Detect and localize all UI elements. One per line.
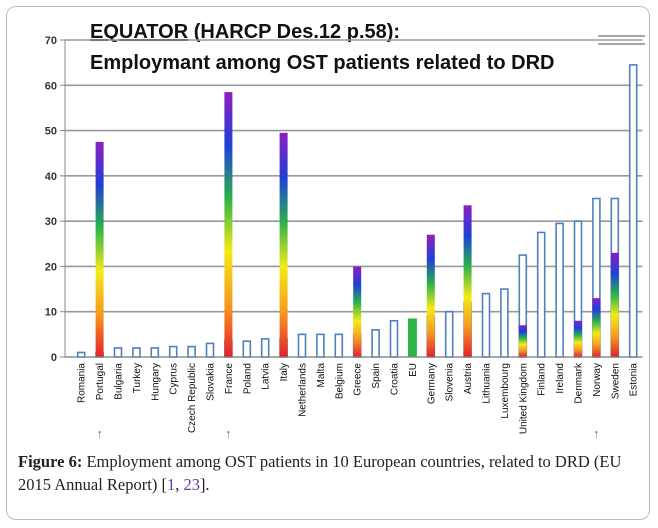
annotation: ↑ xyxy=(96,426,103,440)
x-tick-label: Italy xyxy=(279,363,290,381)
x-tick-label: United Kingdom xyxy=(518,363,529,434)
x-tick-label: Netherlands xyxy=(298,363,309,417)
bar xyxy=(592,298,601,357)
bar xyxy=(297,333,307,358)
bar xyxy=(536,231,546,358)
y-tick-label: 0 xyxy=(51,352,57,364)
bar xyxy=(353,266,362,357)
x-tick-label: Bulgaria xyxy=(114,363,125,400)
bar xyxy=(260,338,270,358)
x-tick-label: Denmark xyxy=(574,362,585,404)
caption-end: ]. xyxy=(199,475,210,494)
x-tick-label: Finland xyxy=(537,363,548,396)
y-tick-label: 60 xyxy=(45,80,57,92)
x-tick-label: Greece xyxy=(353,363,364,396)
x-tick-label: Estonia xyxy=(629,363,640,397)
x-tick-label: Luxembourg xyxy=(500,363,511,419)
x-tick-label: Spain xyxy=(371,363,382,389)
x-tick-label: Germany xyxy=(426,363,437,404)
caption-ref: 23 xyxy=(183,475,200,494)
bar xyxy=(481,292,491,358)
caption-text: Employment among OST patients in 10 Euro… xyxy=(18,452,622,494)
chart: EQUATOR (HARCP Des.12 p.58): Employmant … xyxy=(45,21,645,440)
bar xyxy=(334,333,344,358)
x-tick-label: Croatia xyxy=(390,363,401,396)
chart-title: Employmant among OST patients related to… xyxy=(90,52,555,74)
bar xyxy=(279,132,288,357)
bar xyxy=(224,92,233,357)
y-tick-label: 50 xyxy=(45,126,57,138)
bar xyxy=(500,288,509,358)
x-tick-label: Austria xyxy=(463,363,474,395)
bar xyxy=(242,340,252,358)
y-tick-label: 30 xyxy=(45,216,57,228)
bar xyxy=(371,329,380,358)
caption-sep: , xyxy=(175,475,184,494)
x-tick-label: Slovakia xyxy=(206,363,217,401)
bar xyxy=(389,319,399,358)
annotation: ↑ xyxy=(593,426,600,440)
y-tick-label: 40 xyxy=(45,171,57,183)
x-tick-label: Turkey xyxy=(132,363,143,393)
bar xyxy=(95,141,104,357)
x-tick-label: Ireland xyxy=(555,363,566,394)
y-tick-label: 20 xyxy=(45,261,57,273)
bar xyxy=(407,318,417,357)
x-tick-label: Belgium xyxy=(334,363,345,399)
x-tick-label: France xyxy=(224,363,235,395)
caption: Figure 6: Employment among OST patients … xyxy=(18,450,643,496)
bar xyxy=(205,342,215,358)
caption-ref: 1 xyxy=(166,475,176,494)
bar xyxy=(113,347,123,358)
bar xyxy=(628,64,638,358)
bar xyxy=(574,320,582,357)
x-tick-label: Portugal xyxy=(95,363,106,400)
x-tick-label: Hungary xyxy=(150,363,161,401)
bar xyxy=(187,345,196,358)
x-tick-label: Cyprus xyxy=(169,363,180,395)
bar xyxy=(426,234,435,357)
figure-frame xyxy=(6,6,650,520)
title-part: EQUATOR xyxy=(90,21,189,43)
bar xyxy=(76,351,86,358)
bar xyxy=(168,345,178,358)
bar xyxy=(132,347,141,358)
x-tick-label: Malta xyxy=(316,363,327,388)
x-tick-label: EU xyxy=(408,363,419,377)
y-tick-label: 10 xyxy=(45,307,57,319)
bar xyxy=(444,310,454,358)
x-tick-label: Romania xyxy=(77,363,88,403)
bar xyxy=(316,333,325,358)
title-part: (HARCP Des.12 p.58): xyxy=(188,21,400,43)
x-tick-label: Latvia xyxy=(261,363,272,390)
bar xyxy=(518,325,527,357)
caption-label: Figure 6: xyxy=(18,452,83,471)
bar xyxy=(555,222,564,358)
bar xyxy=(463,205,472,357)
x-tick-label: Norway xyxy=(592,363,603,397)
bar xyxy=(610,252,619,357)
x-tick-label: Czech Republic xyxy=(187,363,198,433)
chart-title: EQUATOR (HARCP Des.12 p.58): xyxy=(90,21,400,43)
x-tick-label: Poland xyxy=(242,363,253,394)
x-tick-label: Lithuania xyxy=(482,363,493,404)
x-tick-label: Sweden xyxy=(610,363,621,399)
y-tick-label: 70 xyxy=(45,35,57,47)
bar xyxy=(150,347,160,358)
x-tick-label: Slovenia xyxy=(445,363,456,402)
annotation: ↑ xyxy=(225,426,232,440)
